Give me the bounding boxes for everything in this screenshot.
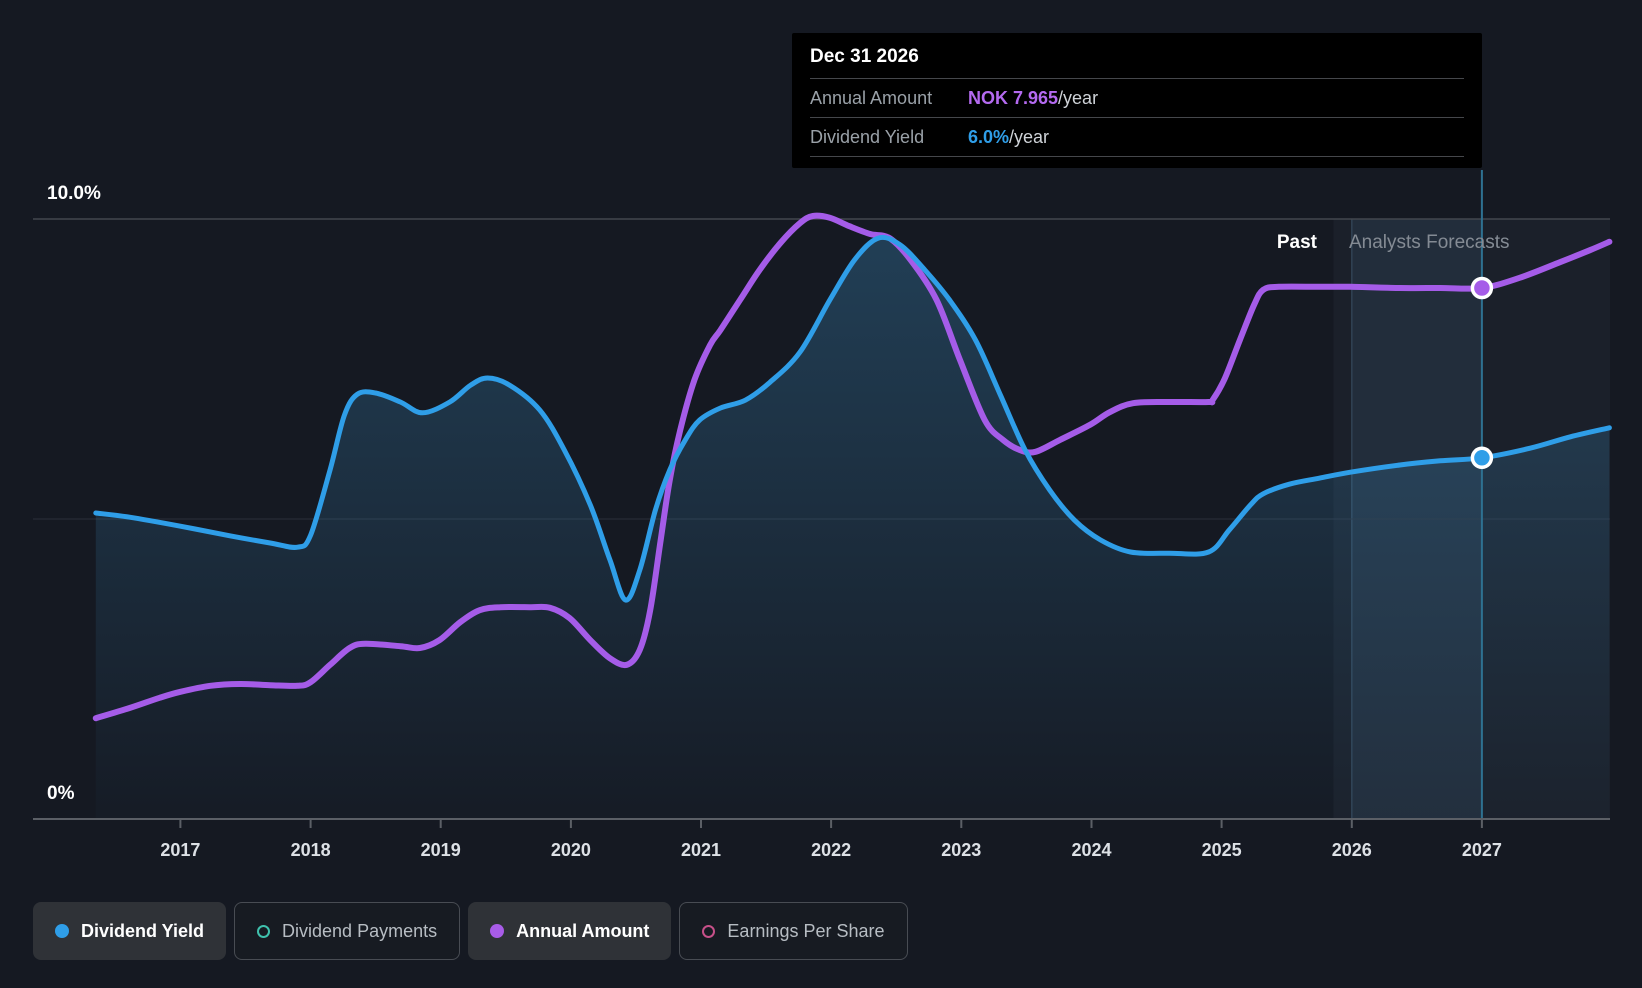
dividend-yield-area: [95, 237, 1610, 819]
annual-amount-dot-icon: [490, 924, 505, 938]
dividend-yield-marker: [1470, 446, 1494, 470]
annual-amount-label: Annual Amount: [810, 88, 933, 108]
dividend-yield-value: 6.0%: [968, 127, 1010, 147]
annual-amount-marker: [1470, 276, 1494, 300]
legend-button-dividend-payments[interactable]: Dividend Payments: [234, 902, 461, 960]
x-tick-label: 2022: [811, 840, 852, 860]
dividend-yield-dot-icon: [55, 924, 69, 938]
chart-tooltip: Dec 31 2026 Annual Amount NOK 7.965 /yea…: [792, 33, 1482, 168]
legend-label: Annual Amount: [516, 920, 650, 941]
dividend-yield-label: Dividend Yield: [810, 127, 925, 147]
legend-button-annual-amount[interactable]: Annual Amount: [468, 902, 672, 960]
x-axis-labels: 2017 2018 2019 2020 2021 2022 2023 2024 2025 2026…: [0, 840, 1642, 866]
annual-amount-suffix: /year: [1058, 88, 1099, 108]
dividend-yield-suffix: /year: [1009, 127, 1050, 147]
legend-label: Dividend Payments: [282, 920, 438, 941]
x-tick-label: 2020: [550, 840, 591, 860]
x-tick-label: 2026: [1331, 840, 1372, 860]
legend-button-earnings-per-share[interactable]: Earnings Per Share: [679, 902, 908, 960]
tooltip-date: Dec 31 2026: [810, 46, 919, 67]
x-tick-label: 2017: [160, 840, 201, 860]
legend-button-dividend-yield[interactable]: Dividend Yield: [33, 902, 227, 960]
analysts-forecasts-label: Analysts Forecasts: [1349, 232, 1510, 253]
chart-legend: Dividend Yield Dividend Payments Annual …: [33, 902, 908, 960]
x-tick-label: 2024: [1071, 840, 1112, 860]
legend-label: Dividend Yield: [81, 920, 205, 941]
x-tick-label: 2027: [1461, 840, 1502, 860]
dividend-yield-line: [93, 234, 1612, 603]
dividend-payments-ring-icon: [257, 924, 271, 938]
x-tick-label: 2019: [420, 840, 461, 860]
tooltip-row-annual-amount: Annual Amount NOK 7.965 /year: [810, 78, 1464, 117]
y-axis-label-0pct: 0%: [47, 783, 75, 804]
x-tick-label: 2023: [941, 840, 982, 860]
tooltip-row-dividend-yield: Dividend Yield 6.0% /year: [810, 117, 1464, 157]
annual-amount-line: [92, 212, 1613, 722]
past-region-label: Past: [1276, 232, 1317, 253]
legend-label: Earnings Per Share: [727, 920, 885, 941]
y-axis-label-10pct: 10.0%: [47, 183, 101, 204]
x-tick-label: 2021: [680, 840, 722, 860]
annual-amount-value: NOK 7.965: [968, 88, 1059, 108]
earnings-per-share-ring-icon: [702, 924, 716, 938]
x-tick-label: 2025: [1201, 840, 1242, 860]
x-tick-label: 2018: [290, 840, 331, 860]
